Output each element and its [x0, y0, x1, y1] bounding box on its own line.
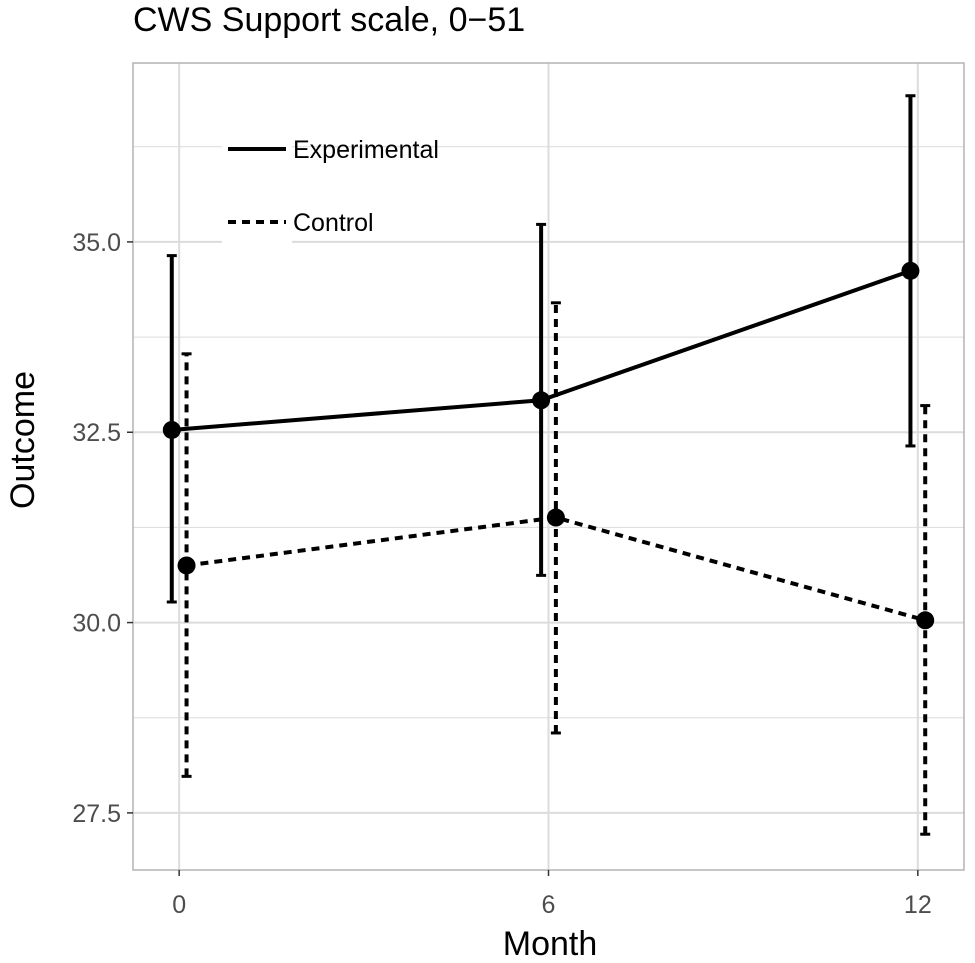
x-axis-title: Month: [503, 925, 598, 963]
y-axis: 27.5 30.0 32.5 35.0: [72, 229, 133, 828]
y-tick-label-2: 32.5: [72, 419, 121, 447]
x-tick-label-0: 0: [172, 891, 186, 919]
x-axis: 0 6 12: [172, 870, 932, 919]
series-layer: [162, 94, 935, 836]
grid: [133, 63, 964, 870]
data-point-control-0: [177, 556, 196, 575]
chart-title: CWS Support scale, 0−51: [133, 1, 525, 39]
y-tick-label-1: 30.0: [72, 610, 121, 638]
series-experimental: [162, 94, 920, 604]
legend-label-experimental: Experimental: [293, 136, 439, 164]
y-tick-label-3: 35.0: [72, 229, 121, 257]
x-tick-label-2: 12: [904, 891, 932, 919]
legend: Experimental Control: [222, 118, 439, 246]
legend-key-background: [222, 118, 292, 246]
data-point-control-1: [546, 508, 565, 527]
data-point-experimental-1: [532, 391, 551, 410]
y-tick-label-0: 27.5: [72, 800, 121, 828]
legend-label-control: Control: [293, 209, 374, 237]
data-point-experimental-2: [901, 261, 920, 280]
y-axis-title: Outcome: [4, 371, 42, 509]
data-point-experimental-0: [162, 420, 181, 439]
x-tick-label-1: 6: [542, 891, 556, 919]
series-control: [177, 301, 935, 836]
data-point-control-2: [916, 611, 935, 630]
